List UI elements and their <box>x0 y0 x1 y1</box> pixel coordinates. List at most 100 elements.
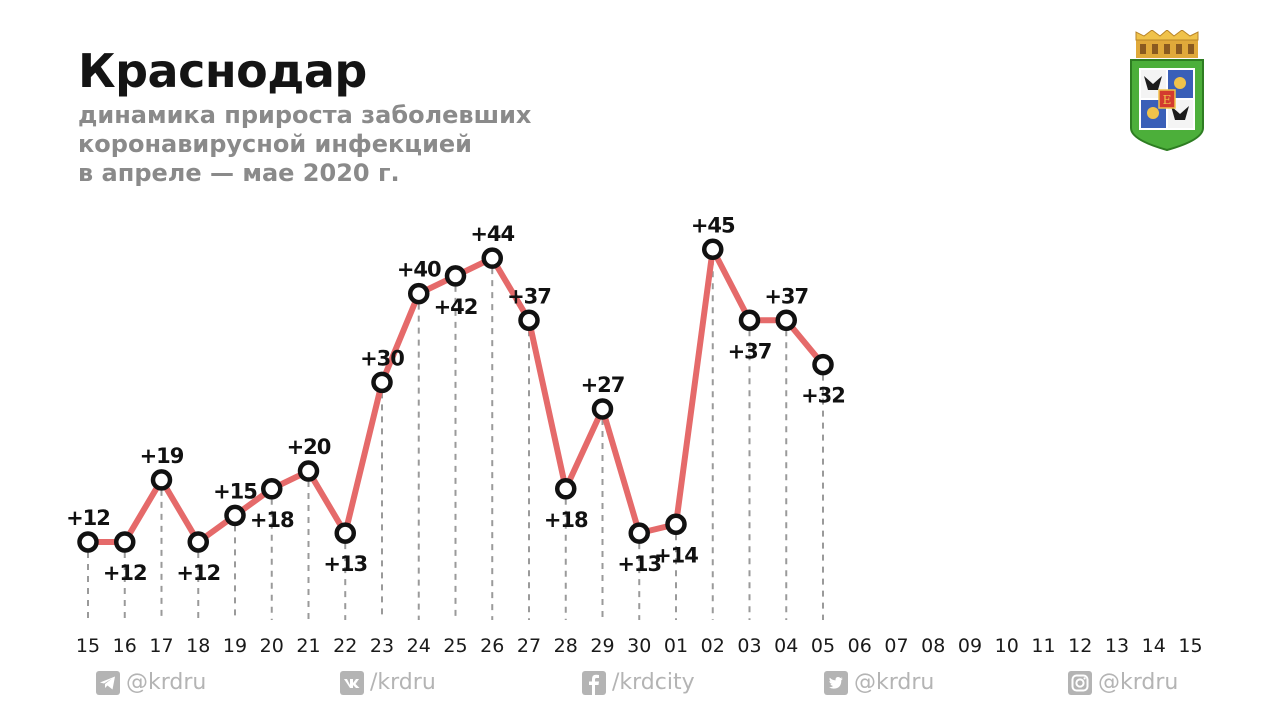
x-tick-label: 07 <box>884 635 908 657</box>
subtitle-line: коронавирусной инфекцией <box>78 130 472 158</box>
data-label: +19 <box>140 444 184 468</box>
data-point <box>408 282 430 305</box>
data-point <box>371 371 393 394</box>
x-tick-label: 06 <box>848 635 872 657</box>
data-label: +27 <box>581 373 625 397</box>
data-label: +45 <box>691 213 735 237</box>
x-tick-label: 13 <box>1105 635 1129 657</box>
x-tick-label: 23 <box>370 635 394 657</box>
data-points <box>77 238 834 553</box>
data-point <box>187 531 209 553</box>
x-tick-label: 15 <box>76 635 100 657</box>
x-tick-label: 29 <box>590 635 614 657</box>
data-point <box>702 238 724 261</box>
data-point <box>628 522 650 544</box>
facebook-icon <box>582 670 606 695</box>
data-label: +40 <box>397 258 441 282</box>
footer-facebook-link[interactable]: /krdcity <box>582 670 695 695</box>
data-label: +12 <box>103 561 147 585</box>
data-label: +44 <box>470 222 514 246</box>
x-tick-label: 11 <box>1031 635 1055 657</box>
data-label: +13 <box>617 552 661 576</box>
x-tick-label: 16 <box>113 635 137 657</box>
footer-telegram-text: @krdru <box>126 670 207 695</box>
data-label: +37 <box>507 284 551 308</box>
x-tick-label: 12 <box>1068 635 1092 657</box>
x-tick-label: 01 <box>664 635 688 657</box>
data-label: +13 <box>323 552 367 576</box>
krasnodar-coat-of-arms-icon: E <box>1130 30 1204 152</box>
x-tick-label: 19 <box>223 635 247 657</box>
data-point <box>261 478 283 500</box>
data-point <box>444 265 467 287</box>
x-tick-label: 09 <box>958 635 982 657</box>
x-axis: 15 16 17 18 19 20 21 22 23 24 25 26 27 28 29 30 01 02 03 04… <box>76 635 1203 657</box>
footer-vk-link[interactable]: /krdru <box>340 670 436 695</box>
data-label: +18 <box>250 508 294 532</box>
x-tick-label: 24 <box>407 635 431 657</box>
x-tick-label: 28 <box>554 635 578 657</box>
data-point <box>114 531 136 553</box>
data-label: +32 <box>801 384 845 408</box>
footer-facebook-text: /krdcity <box>612 670 695 695</box>
x-tick-label: 17 <box>149 635 173 657</box>
subtitle-line: в апреле — мае 2020 г. <box>78 159 400 187</box>
page-title: Краснодар <box>78 44 367 98</box>
data-label: +14 <box>654 543 698 567</box>
data-point <box>297 460 320 482</box>
x-tick-label: 25 <box>443 635 467 657</box>
instagram-icon <box>1068 670 1092 695</box>
data-label: +42 <box>434 295 478 319</box>
data-point <box>150 469 173 491</box>
data-point <box>555 478 577 500</box>
telegram-icon <box>96 670 120 695</box>
data-label: +37 <box>764 284 808 308</box>
x-tick-label: 10 <box>995 635 1019 657</box>
data-label: +20 <box>287 435 331 459</box>
footer-instagram-link[interactable]: @krdru <box>1068 670 1178 695</box>
data-label: +12 <box>176 561 220 585</box>
data-label: +12 <box>66 506 110 530</box>
data-label: +18 <box>544 508 588 532</box>
x-tick-label: 18 <box>186 635 210 657</box>
x-tick-label: 26 <box>480 635 504 657</box>
data-point <box>224 504 246 527</box>
data-point <box>77 531 99 553</box>
footer-vk-text: /krdru <box>370 670 436 695</box>
x-tick-label: 08 <box>921 635 945 657</box>
svg-text:E: E <box>1163 93 1172 107</box>
vk-icon <box>340 670 364 695</box>
x-tick-label: 21 <box>296 635 320 657</box>
x-tick-label: 30 <box>627 635 651 657</box>
data-point <box>812 353 834 376</box>
page-subtitle: динамика прироста заболевших коронавирус… <box>78 101 531 188</box>
drop-lines <box>87 259 824 620</box>
x-tick-label: 20 <box>260 635 284 657</box>
footer-telegram-link[interactable]: @krdru <box>96 670 206 695</box>
data-point <box>738 309 761 331</box>
data-label: +15 <box>213 479 257 503</box>
x-tick-label: 22 <box>333 635 357 657</box>
x-tick-label: 15 <box>1178 635 1202 657</box>
x-tick-label: 05 <box>811 635 835 657</box>
footer-twitter-link[interactable]: @krdru <box>824 670 934 695</box>
data-label: +30 <box>360 346 404 370</box>
x-tick-label: 04 <box>774 635 798 657</box>
data-label: +37 <box>728 339 772 363</box>
x-tick-label: 03 <box>737 635 761 657</box>
twitter-icon <box>824 670 848 695</box>
data-point <box>481 247 503 269</box>
x-tick-label: 14 <box>1142 635 1166 657</box>
footer-instagram-text: @krdru <box>1098 670 1179 695</box>
x-tick-label: 27 <box>517 635 541 657</box>
footer-twitter-text: @krdru <box>854 670 935 695</box>
data-point <box>665 513 687 536</box>
data-point <box>591 398 614 420</box>
data-labels: +12 +12 +19 +12 +15 +18 +20 +13 +30 +40 +42 +44 +37 +… <box>66 213 846 585</box>
data-point <box>518 309 540 331</box>
x-tick-label: 02 <box>701 635 725 657</box>
data-point <box>775 309 797 331</box>
data-point <box>334 522 356 544</box>
subtitle-line: динамика прироста заболевших <box>78 101 532 129</box>
